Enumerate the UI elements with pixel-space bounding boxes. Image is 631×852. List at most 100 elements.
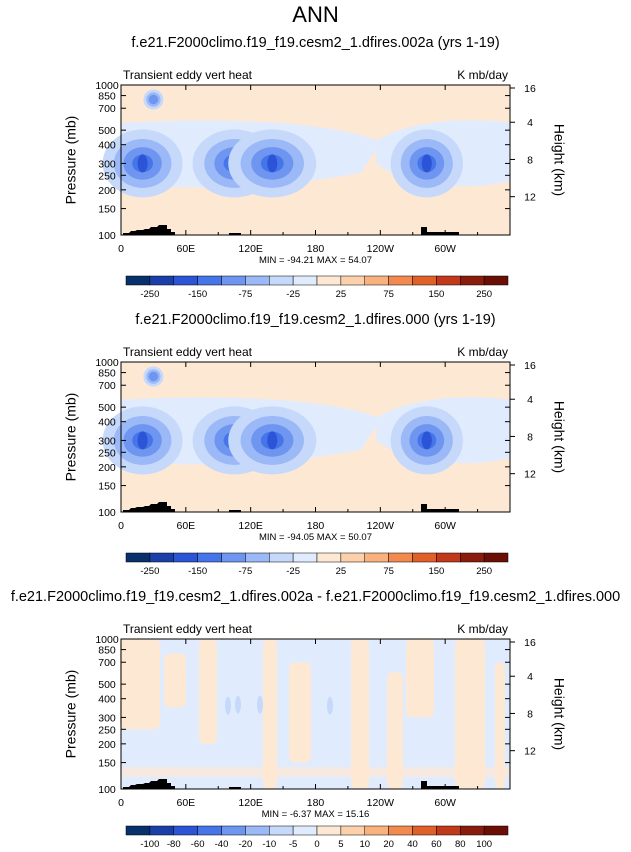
- y-tick-label: 200: [98, 462, 116, 474]
- contour-level: [148, 94, 159, 105]
- x-tick-label: 120E: [238, 797, 263, 809]
- colorbar-swatch: [364, 275, 389, 286]
- positive-region: [387, 672, 403, 789]
- colorbar-swatch: [149, 275, 174, 286]
- colorbar-swatch: [412, 552, 437, 563]
- terrain: [123, 502, 175, 512]
- right-axis-label: Height (km): [551, 124, 567, 196]
- y-tick-label: 250: [98, 724, 116, 736]
- colorbar-label: -40: [215, 839, 229, 850]
- terrain: [421, 504, 427, 512]
- positive-region: [495, 662, 505, 789]
- colorbar-swatch: [173, 825, 198, 836]
- right-tick-label: 4: [527, 394, 533, 406]
- y-tick-label: 300: [98, 712, 116, 724]
- colorbar-swatch: [388, 552, 413, 563]
- x-tick-label: 120E: [238, 520, 263, 532]
- positive-region: [263, 639, 277, 789]
- x-tick-label: 0: [118, 243, 124, 255]
- contour-field: [102, 362, 510, 512]
- contour-core: [137, 431, 148, 450]
- y-axis-label: Pressure (mb): [63, 670, 79, 759]
- colorbar-label: -25: [286, 566, 300, 577]
- colorbar-swatch: [436, 825, 461, 836]
- topography: [123, 779, 459, 789]
- right-tick-label: 12: [524, 746, 536, 758]
- positive-region: [455, 639, 485, 789]
- colorbar-swatch: [436, 552, 461, 563]
- colorbar-swatch: [269, 275, 294, 286]
- terrain: [427, 232, 459, 235]
- x-tick-label: 120E: [238, 243, 263, 255]
- terrain: [229, 510, 241, 512]
- colorbar-swatch: [197, 825, 222, 836]
- colorbar-swatch: [173, 275, 198, 286]
- x-tick-label: 60E: [176, 797, 195, 809]
- contour-level: [148, 371, 159, 382]
- colorbar-label: -150: [188, 289, 207, 300]
- right-tick-label: 12: [524, 192, 536, 204]
- y-tick-label: 150: [98, 758, 116, 770]
- colorbar-label: -60: [191, 839, 205, 850]
- panel-2-title: f.e21.F2000climo.f19_f19.cesm2_1.dfires.…: [135, 312, 496, 328]
- positive-region: [406, 639, 434, 718]
- right-tick-label: 16: [524, 360, 536, 372]
- units-label: K mb/day: [457, 68, 508, 82]
- colorbar-label: 5: [338, 839, 343, 850]
- y-tick-label: 500: [98, 679, 116, 691]
- colorbar-swatch: [340, 552, 365, 563]
- colorbar-swatch: [149, 552, 174, 563]
- colorbar-label: 20: [383, 839, 394, 850]
- y-tick-label: 1000: [95, 357, 119, 369]
- colorbar-label: 25: [336, 566, 347, 577]
- right-axis-label: Height (km): [551, 678, 567, 750]
- y-tick-label: 100: [98, 784, 116, 796]
- colorbar-swatch: [460, 275, 485, 286]
- x-tick-label: 120W: [367, 797, 395, 809]
- x-tick-label: 60W: [434, 520, 456, 532]
- colorbar-label: 25: [336, 289, 347, 300]
- variable-name: Transient eddy vert heat: [123, 68, 253, 82]
- y-tick-label: 200: [98, 739, 116, 751]
- colorbar-label: -5: [289, 839, 297, 850]
- right-tick-label: 4: [527, 117, 533, 129]
- negative-region: [327, 696, 333, 715]
- x-tick-label: 60E: [176, 243, 195, 255]
- y-tick-label: 300: [98, 158, 116, 170]
- colorbar-swatch: [245, 275, 270, 286]
- colorbar-swatch: [292, 825, 318, 836]
- variable-name: Transient eddy vert heat: [123, 345, 253, 359]
- y-tick-label: 1000: [95, 80, 119, 92]
- positive-region: [121, 767, 510, 778]
- colorbar-label: 100: [476, 839, 492, 850]
- topography: [123, 502, 459, 512]
- x-tick-label: 0: [118, 797, 124, 809]
- topography: [123, 225, 459, 235]
- colorbar-swatch: [221, 275, 246, 286]
- colorbar-swatch: [364, 552, 389, 563]
- contour-core: [267, 431, 278, 450]
- terrain: [229, 233, 241, 235]
- colorbar-swatch: [412, 825, 437, 836]
- y-tick-label: 250: [98, 447, 116, 459]
- panel-2-colorbar: -250 -150 -75 -25 25 75 150 250: [125, 552, 509, 577]
- x-tick-label: 60W: [434, 243, 456, 255]
- y-tick-label: 200: [98, 185, 116, 197]
- right-tick-label: 16: [524, 83, 536, 95]
- y-tick-label: 500: [98, 125, 116, 137]
- colorbar-swatch: [269, 825, 294, 836]
- colorbar-swatch: [245, 552, 270, 563]
- colorbar-label: 0: [314, 839, 319, 850]
- y-tick-label: 300: [98, 435, 116, 447]
- terrain: [427, 786, 459, 789]
- colorbar-swatch: [483, 825, 509, 836]
- y-tick-label: 250: [98, 170, 116, 182]
- min-max-label: MIN = -94.05 MAX = 50.07: [259, 532, 372, 543]
- x-tick-label: 120W: [367, 520, 395, 532]
- y-tick-label: 150: [98, 204, 116, 216]
- colorbar-swatch: [149, 825, 174, 836]
- x-tick-label: 120W: [367, 243, 395, 255]
- y-tick-label: 850: [98, 368, 116, 380]
- colorbar-swatch: [221, 552, 246, 563]
- colorbar-label: -75: [239, 289, 253, 300]
